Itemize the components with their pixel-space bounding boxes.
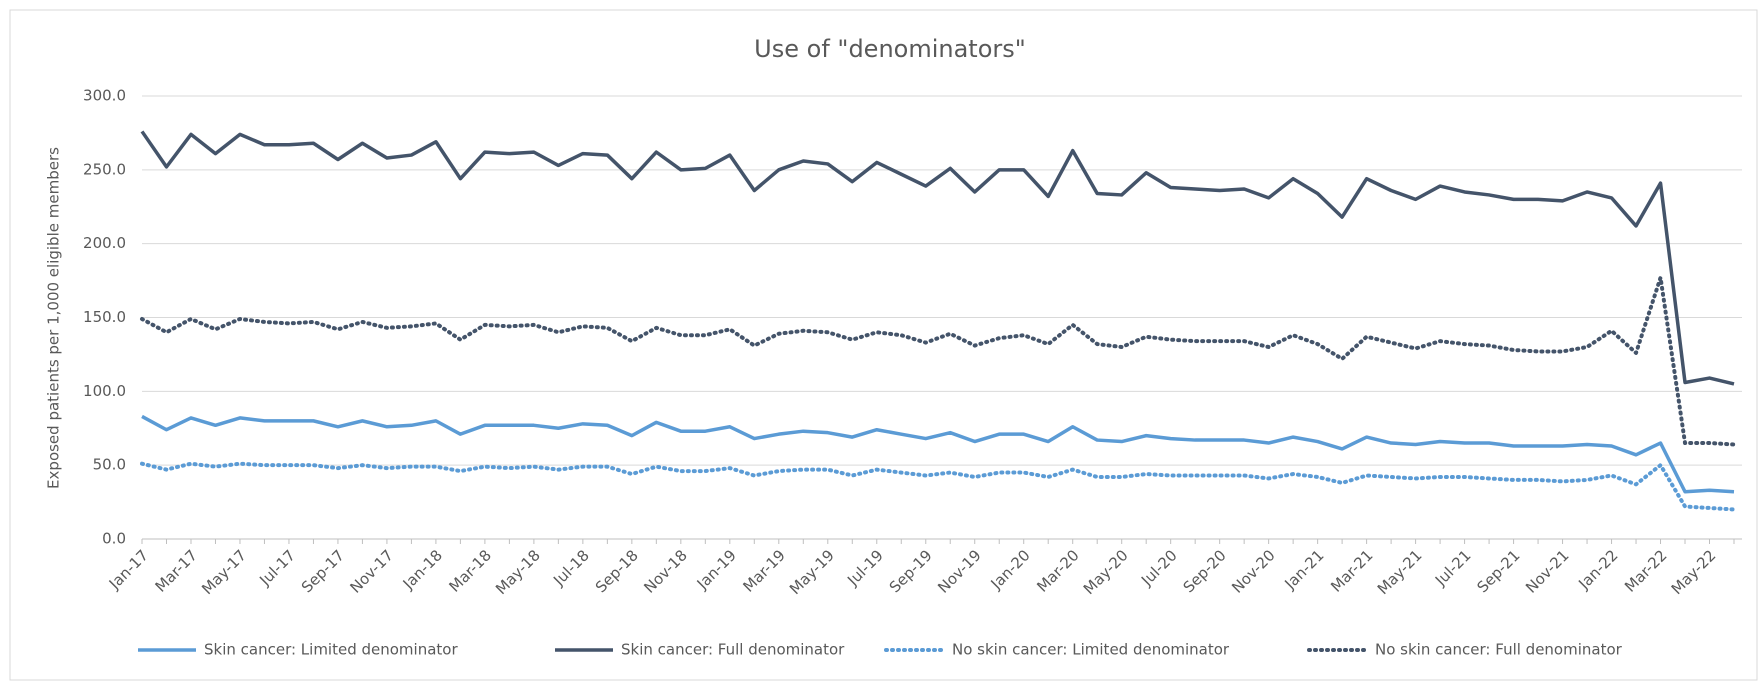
series-line: [140, 275, 1736, 447]
legend-label: No skin cancer: Limited denominator: [952, 641, 1230, 659]
series-line: [140, 461, 1736, 512]
legend-label: Skin cancer: Limited denominator: [204, 641, 458, 659]
chart-title: Use of "denominators": [754, 35, 1026, 63]
y-tick-label: 100.0: [83, 382, 126, 400]
series-line: [140, 130, 1735, 386]
y-axis-title: Exposed patients per 1,000 eligible memb…: [45, 147, 63, 489]
y-tick-label: 200.0: [83, 234, 126, 252]
y-tick-label: 0.0: [102, 530, 126, 548]
y-tick-label: 50.0: [93, 456, 126, 474]
legend-label: Skin cancer: Full denominator: [621, 641, 845, 659]
series-line: [141, 414, 1735, 494]
y-tick-label: 250.0: [83, 160, 126, 178]
y-tick-label: 300.0: [83, 87, 126, 105]
legend-label: No skin cancer: Full denominator: [1375, 641, 1623, 659]
y-tick-label: 150.0: [83, 308, 126, 326]
